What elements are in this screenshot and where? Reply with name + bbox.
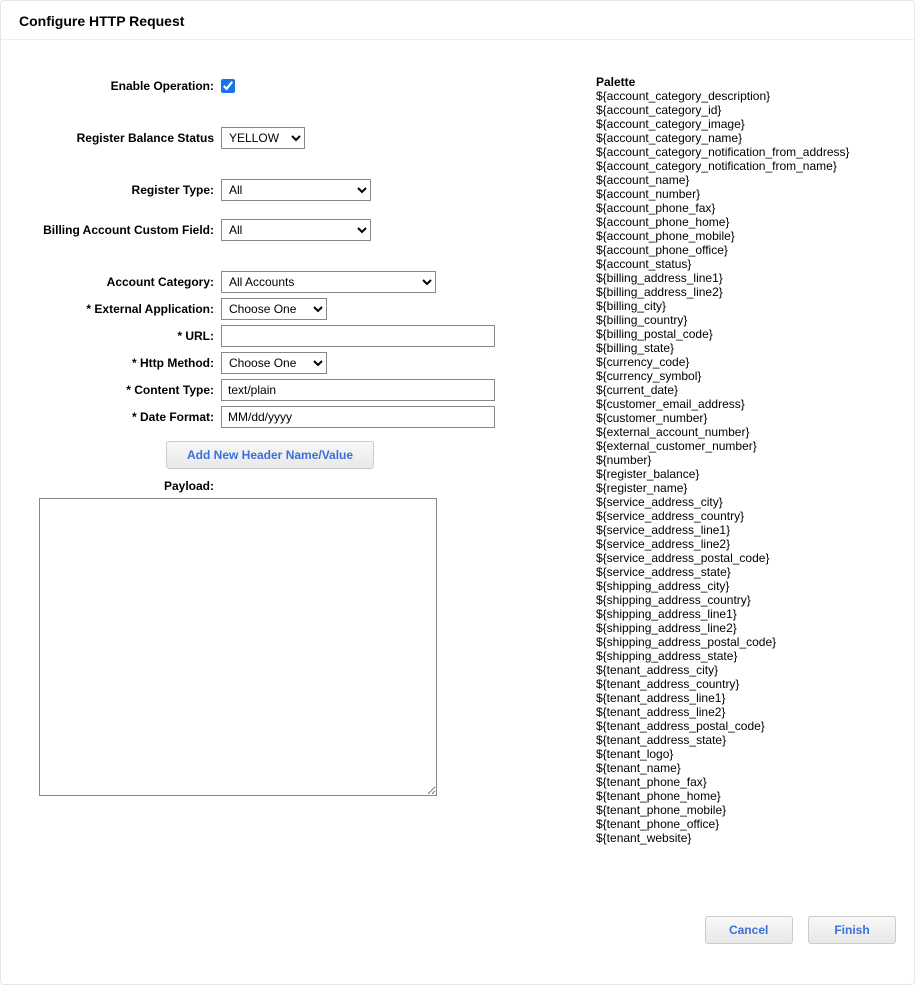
date-format-input[interactable]	[221, 406, 495, 428]
register-balance-status-label: Register Balance Status	[21, 127, 221, 149]
url-label: * URL:	[21, 325, 221, 347]
palette-item[interactable]: ${external_account_number}	[596, 425, 894, 439]
account-category-label: Account Category:	[21, 271, 221, 293]
palette-item[interactable]: ${account_number}	[596, 187, 894, 201]
palette-item[interactable]: ${billing_city}	[596, 299, 894, 313]
register-type-label: Register Type:	[21, 179, 221, 201]
palette-item[interactable]: ${tenant_address_line2}	[596, 705, 894, 719]
palette-item[interactable]: ${account_phone_mobile}	[596, 229, 894, 243]
palette-item[interactable]: ${customer_number}	[596, 411, 894, 425]
palette-item[interactable]: ${account_category_id}	[596, 103, 894, 117]
palette-item[interactable]: ${tenant_address_state}	[596, 733, 894, 747]
palette-item[interactable]: ${billing_address_line2}	[596, 285, 894, 299]
content-type-label: * Content Type:	[21, 379, 221, 401]
palette-item[interactable]: ${number}	[596, 453, 894, 467]
palette-item[interactable]: ${tenant_address_country}	[596, 677, 894, 691]
palette-item[interactable]: ${tenant_address_line1}	[596, 691, 894, 705]
add-header-button[interactable]: Add New Header Name/Value	[166, 441, 374, 469]
palette-item[interactable]: ${tenant_address_postal_code}	[596, 719, 894, 733]
palette-item[interactable]: ${tenant_website}	[596, 831, 894, 845]
dialog-footer: Cancel Finish	[693, 916, 896, 944]
external-app-label: * External Application:	[21, 298, 221, 320]
palette-item[interactable]: ${tenant_phone_mobile}	[596, 803, 894, 817]
palette-item[interactable]: ${service_address_country}	[596, 509, 894, 523]
palette-item[interactable]: ${service_address_line2}	[596, 537, 894, 551]
palette-item[interactable]: ${tenant_name}	[596, 761, 894, 775]
palette-item[interactable]: ${shipping_address_line1}	[596, 607, 894, 621]
palette-item[interactable]: ${register_name}	[596, 481, 894, 495]
account-category-select[interactable]: All Accounts	[221, 271, 436, 293]
palette-item[interactable]: ${billing_country}	[596, 313, 894, 327]
payload-label: Payload:	[21, 479, 221, 493]
url-input[interactable]	[221, 325, 495, 347]
palette-item[interactable]: ${external_customer_number}	[596, 439, 894, 453]
palette-item[interactable]: ${account_status}	[596, 257, 894, 271]
palette-item[interactable]: ${billing_postal_code}	[596, 327, 894, 341]
billing-custom-field-select[interactable]: All	[221, 219, 371, 241]
palette-item[interactable]: ${tenant_logo}	[596, 747, 894, 761]
palette-item[interactable]: ${account_category_description}	[596, 89, 894, 103]
cancel-button[interactable]: Cancel	[705, 916, 793, 944]
palette-item[interactable]: ${account_name}	[596, 173, 894, 187]
payload-textarea[interactable]	[39, 498, 437, 796]
palette-item[interactable]: ${currency_symbol}	[596, 369, 894, 383]
billing-custom-field-label: Billing Account Custom Field:	[21, 219, 221, 241]
palette-item[interactable]: ${current_date}	[596, 383, 894, 397]
dialog-title: Configure HTTP Request	[19, 13, 896, 29]
palette-item[interactable]: ${tenant_phone_home}	[596, 789, 894, 803]
palette-item[interactable]: ${account_category_notification_from_add…	[596, 145, 894, 159]
palette-item[interactable]: ${billing_address_line1}	[596, 271, 894, 285]
palette-item[interactable]: ${account_phone_home}	[596, 215, 894, 229]
palette-title: Palette	[596, 75, 894, 89]
dialog-header: Configure HTTP Request	[1, 1, 914, 40]
enable-operation-checkbox[interactable]	[221, 79, 235, 93]
palette-item[interactable]: ${billing_state}	[596, 341, 894, 355]
dialog-body: Enable Operation: Register Balance Statu…	[1, 40, 914, 865]
palette-item[interactable]: ${register_balance}	[596, 467, 894, 481]
palette-item[interactable]: ${shipping_address_country}	[596, 593, 894, 607]
palette-item[interactable]: ${tenant_phone_office}	[596, 817, 894, 831]
palette-item[interactable]: ${service_address_state}	[596, 565, 894, 579]
configure-http-request-dialog: Configure HTTP Request Enable Operation:…	[0, 0, 915, 985]
palette-item[interactable]: ${currency_code}	[596, 355, 894, 369]
palette-item[interactable]: ${tenant_address_city}	[596, 663, 894, 677]
palette-item[interactable]: ${account_phone_office}	[596, 243, 894, 257]
palette-item[interactable]: ${shipping_address_postal_code}	[596, 635, 894, 649]
palette-item[interactable]: ${service_address_line1}	[596, 523, 894, 537]
palette-item[interactable]: ${shipping_address_city}	[596, 579, 894, 593]
palette-item[interactable]: ${account_category_notification_from_nam…	[596, 159, 894, 173]
palette-list: ${account_category_description}${account…	[596, 89, 894, 845]
form-panel: Enable Operation: Register Balance Statu…	[21, 75, 576, 845]
palette-item[interactable]: ${account_phone_fax}	[596, 201, 894, 215]
palette-item[interactable]: ${shipping_address_line2}	[596, 621, 894, 635]
palette-item[interactable]: ${customer_email_address}	[596, 397, 894, 411]
external-app-select[interactable]: Choose One	[221, 298, 327, 320]
date-format-label: * Date Format:	[21, 406, 221, 428]
palette-item[interactable]: ${shipping_address_state}	[596, 649, 894, 663]
palette-panel: Palette ${account_category_description}$…	[596, 75, 894, 845]
finish-button[interactable]: Finish	[808, 916, 896, 944]
palette-item[interactable]: ${tenant_phone_fax}	[596, 775, 894, 789]
palette-item[interactable]: ${account_category_name}	[596, 131, 894, 145]
palette-item[interactable]: ${service_address_postal_code}	[596, 551, 894, 565]
register-balance-status-select[interactable]: YELLOW	[221, 127, 305, 149]
content-type-input[interactable]	[221, 379, 495, 401]
http-method-label: * Http Method:	[21, 352, 221, 374]
http-method-select[interactable]: Choose One	[221, 352, 327, 374]
register-type-select[interactable]: All	[221, 179, 371, 201]
palette-item[interactable]: ${service_address_city}	[596, 495, 894, 509]
enable-operation-label: Enable Operation:	[21, 75, 221, 97]
palette-item[interactable]: ${account_category_image}	[596, 117, 894, 131]
